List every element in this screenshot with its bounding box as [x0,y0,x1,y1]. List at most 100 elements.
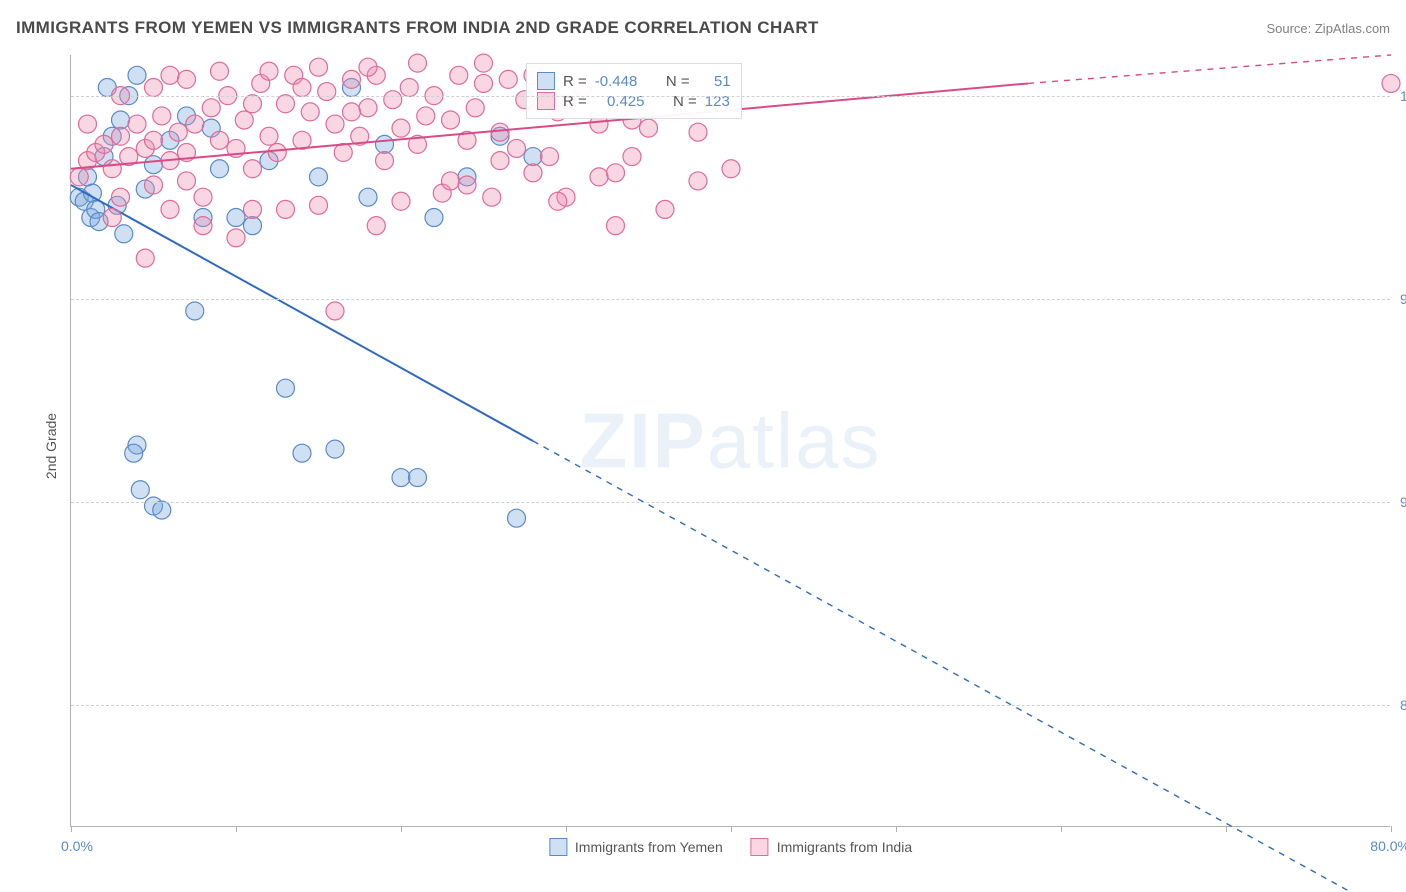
data-point [112,188,130,206]
data-point [334,144,352,162]
y-tick-label: 100.0% [1400,88,1406,104]
data-point [367,217,385,235]
data-point [689,172,707,190]
trend-line [71,185,533,441]
y-tick-label: 90.0% [1400,494,1406,510]
data-point [244,160,262,178]
data-point [178,172,196,190]
data-point [244,95,262,113]
data-point [384,91,402,109]
data-point [326,440,344,458]
x-tick [1226,826,1227,832]
data-point [359,99,377,117]
data-point [186,115,204,133]
data-point [442,172,460,190]
bottom-legend-yemen: Immigrants from Yemen [549,838,723,856]
data-point [128,115,146,133]
data-point [153,107,171,125]
correlation-legend: R = -0.448 N = 51 R = 0.425 N = 123 [526,63,742,119]
x-axis-max-label: 80.0% [1370,838,1406,854]
data-point [112,111,130,129]
data-point [277,379,295,397]
x-tick [896,826,897,832]
data-point [178,70,196,88]
data-point [103,209,121,227]
bottom-legend-india: Immigrants from India [751,838,912,856]
data-point [400,79,418,97]
data-point [103,160,121,178]
x-axis-min-label: 0.0% [61,838,93,854]
data-point [508,509,526,527]
data-point [136,249,154,267]
chart-header: IMMIGRANTS FROM YEMEN VS IMMIGRANTS FROM… [16,18,1390,38]
data-point [194,188,212,206]
bottom-swatch-india [751,838,769,856]
data-point [458,176,476,194]
chart-svg [71,55,1390,826]
legend-swatch-yemen [537,72,555,90]
gridline [71,502,1390,503]
data-point [260,127,278,145]
data-point [499,70,517,88]
data-point [409,469,427,487]
data-point [392,192,410,210]
data-point [310,58,328,76]
data-point [70,168,88,186]
data-point [359,188,377,206]
data-point [211,62,229,80]
data-point [508,139,526,157]
trend-line-extrapolated [533,441,1358,892]
data-point [417,107,435,125]
data-point [376,152,394,170]
gridline [71,705,1390,706]
x-tick [1391,826,1392,832]
data-point [153,501,171,519]
data-point [293,444,311,462]
data-point [112,127,130,145]
data-point [79,115,97,133]
data-point [115,225,133,243]
chart-source: Source: ZipAtlas.com [1266,21,1390,36]
data-point [541,148,559,166]
data-point [483,188,501,206]
data-point [186,302,204,320]
x-tick [236,826,237,832]
data-point [131,481,149,499]
data-point [549,192,567,210]
data-point [235,111,253,129]
x-tick [731,826,732,832]
data-point [227,209,245,227]
data-point [607,164,625,182]
data-point [359,58,377,76]
data-point [442,111,460,129]
data-point [128,66,146,84]
data-point [301,103,319,121]
data-point [590,168,608,186]
y-tick-label: 95.0% [1400,291,1406,307]
data-point [524,148,542,166]
data-point [392,119,410,137]
data-point [326,115,344,133]
data-point [343,103,361,121]
data-point [211,131,229,149]
data-point [145,156,163,174]
chart-title: IMMIGRANTS FROM YEMEN VS IMMIGRANTS FROM… [16,18,819,38]
data-point [244,200,262,218]
data-point [244,217,262,235]
trend-line-extrapolated [1028,55,1391,83]
data-point [392,469,410,487]
gridline [71,299,1390,300]
bottom-legend: Immigrants from Yemen Immigrants from In… [549,838,912,856]
data-point [161,66,179,84]
data-point [169,123,187,141]
x-tick [566,826,567,832]
data-point [145,79,163,97]
data-point [326,302,344,320]
data-point [194,217,212,235]
data-point [409,54,427,72]
legend-row-yemen: R = -0.448 N = 51 [537,72,731,90]
data-point [202,99,220,117]
data-point [125,444,143,462]
data-point [343,70,361,88]
data-point [145,176,163,194]
